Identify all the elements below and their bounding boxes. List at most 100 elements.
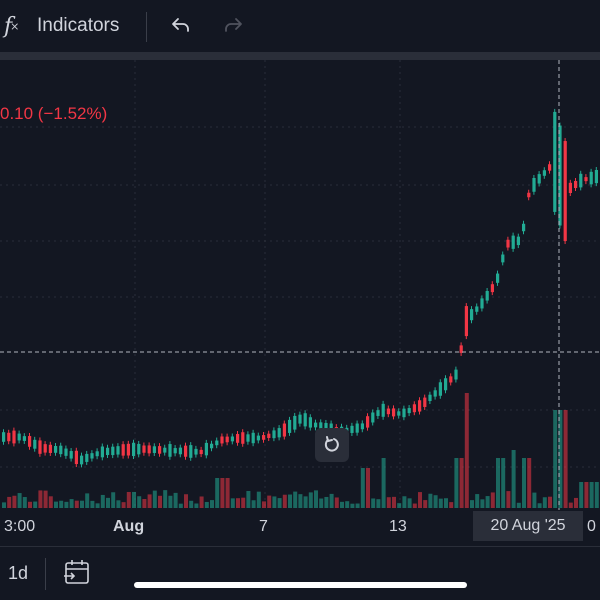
undo-icon[interactable]	[170, 0, 192, 52]
volume-bar	[371, 498, 376, 508]
candle	[293, 415, 297, 430]
candle	[407, 408, 411, 414]
calendar-range-icon[interactable]	[63, 559, 93, 592]
price-chart[interactable]	[0, 60, 600, 510]
time-tick: 3:00	[4, 518, 36, 535]
volume-bars	[2, 393, 599, 508]
volume-bar	[90, 500, 95, 508]
volume-bar	[397, 503, 402, 508]
candle	[64, 448, 68, 456]
volume-bar	[147, 494, 152, 508]
volume-bar	[464, 393, 469, 508]
volume-bar	[132, 491, 136, 508]
candle	[589, 171, 593, 185]
volume-bar	[428, 493, 433, 508]
candle	[225, 436, 229, 443]
volume-bar	[490, 492, 495, 508]
volume-bar	[350, 503, 355, 508]
candle	[428, 394, 432, 402]
candle	[282, 423, 286, 437]
timeframe-button[interactable]: 1d	[8, 563, 29, 583]
volume-bar	[116, 500, 121, 508]
candle	[568, 182, 572, 194]
candle	[48, 444, 52, 453]
candle	[95, 451, 99, 457]
candle	[574, 180, 578, 189]
candle	[537, 174, 541, 184]
time-tick: 13	[389, 518, 407, 535]
volume-bar	[454, 458, 459, 508]
candle	[210, 443, 214, 449]
candle	[381, 403, 385, 417]
candle	[532, 177, 536, 192]
volume-bar	[329, 493, 334, 508]
price-change-label: 0.10 (−1.52%)	[0, 104, 108, 123]
volume-bar	[246, 490, 251, 508]
candle	[28, 436, 32, 447]
function-icon[interactable]: f ×	[4, 13, 20, 39]
volume-bar	[542, 497, 547, 508]
volume-bar	[12, 495, 17, 508]
volume-bar	[137, 496, 142, 508]
volume-bar	[168, 495, 173, 508]
candle	[303, 413, 307, 427]
volume-bar	[594, 482, 599, 508]
indicators-button[interactable]: Indicators	[37, 15, 120, 36]
volume-bar	[548, 496, 552, 508]
candle	[74, 450, 78, 465]
volume-bar	[366, 468, 370, 508]
volume-bar	[568, 502, 573, 508]
candle	[106, 447, 110, 456]
candlesticks	[2, 108, 598, 468]
volume-bar	[33, 501, 38, 508]
candle	[350, 425, 354, 433]
volume-bar	[262, 501, 266, 508]
volume-bar	[121, 502, 126, 508]
candle	[168, 444, 172, 457]
candle	[376, 410, 380, 416]
volume-bar	[163, 490, 168, 508]
candle	[438, 382, 442, 396]
candle	[132, 442, 136, 457]
volume-bar	[59, 500, 64, 508]
candle	[449, 376, 453, 383]
home-indicator	[134, 582, 467, 588]
volume-bar	[152, 490, 157, 508]
candle	[215, 440, 219, 446]
top-toolbar	[0, 0, 600, 52]
reset-chart-button[interactable]	[315, 428, 349, 462]
volume-bar	[267, 495, 272, 508]
volume-bar	[381, 458, 386, 508]
volume-bar	[314, 490, 318, 508]
volume-bar	[579, 482, 584, 508]
volume-bar	[293, 491, 298, 508]
volume-bar	[288, 494, 292, 508]
volume-bar	[194, 503, 199, 508]
volume-bar	[345, 501, 350, 508]
candle	[38, 440, 42, 454]
volume-bar	[43, 490, 48, 508]
volume-bar	[402, 496, 407, 508]
candle	[314, 422, 318, 428]
volume-bar	[142, 498, 147, 508]
volume-bar	[522, 458, 526, 508]
candle	[85, 453, 89, 462]
candle	[173, 448, 177, 454]
candle	[397, 411, 401, 416]
volume-bar	[298, 494, 303, 508]
candle	[277, 428, 281, 438]
candle	[2, 432, 6, 442]
volume-bar	[251, 500, 256, 508]
candle	[178, 447, 182, 455]
candle	[506, 239, 510, 248]
volume-bar	[563, 410, 568, 508]
candle	[251, 432, 255, 444]
redo-icon[interactable]	[222, 0, 244, 52]
volume-bar	[324, 496, 329, 508]
chart-grid	[0, 60, 600, 510]
volume-bar	[272, 496, 277, 508]
volume-bar	[80, 500, 84, 508]
candle	[511, 235, 515, 249]
volume-bar	[54, 501, 58, 508]
candle	[80, 455, 84, 465]
